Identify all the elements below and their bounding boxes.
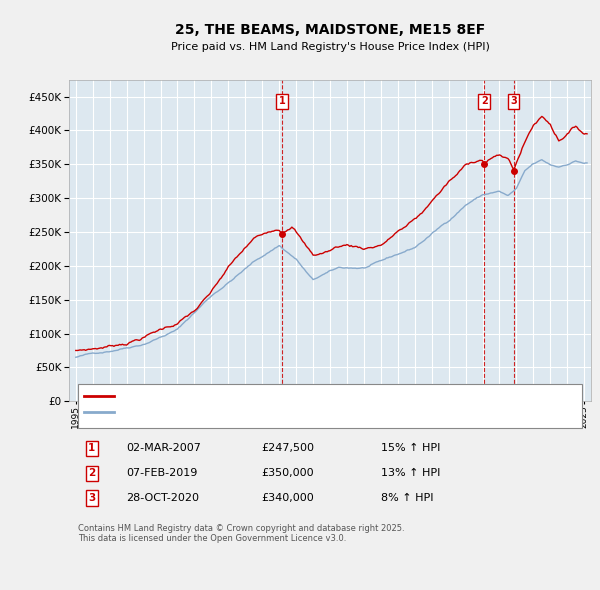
Text: 2: 2 xyxy=(481,96,488,106)
Text: Price paid vs. HM Land Registry's House Price Index (HPI): Price paid vs. HM Land Registry's House … xyxy=(170,42,490,52)
Text: 25, THE BEAMS, MAIDSTONE, ME15 8EF (semi-detached house): 25, THE BEAMS, MAIDSTONE, ME15 8EF (semi… xyxy=(120,391,450,401)
Text: 8% ↑ HPI: 8% ↑ HPI xyxy=(381,493,433,503)
Text: Contains HM Land Registry data © Crown copyright and database right 2025.
This d: Contains HM Land Registry data © Crown c… xyxy=(78,524,404,543)
Text: 15% ↑ HPI: 15% ↑ HPI xyxy=(381,444,440,453)
Text: 3: 3 xyxy=(510,96,517,106)
Text: 28-OCT-2020: 28-OCT-2020 xyxy=(126,493,199,503)
Text: 2: 2 xyxy=(88,468,95,478)
Text: HPI: Average price, semi-detached house, Maidstone: HPI: Average price, semi-detached house,… xyxy=(120,407,395,417)
Text: £247,500: £247,500 xyxy=(261,444,314,453)
Text: £350,000: £350,000 xyxy=(261,468,314,478)
Text: 1: 1 xyxy=(278,96,286,106)
Text: 3: 3 xyxy=(88,493,95,503)
Text: 1: 1 xyxy=(88,444,95,453)
Text: £340,000: £340,000 xyxy=(261,493,314,503)
Text: 25, THE BEAMS, MAIDSTONE, ME15 8EF: 25, THE BEAMS, MAIDSTONE, ME15 8EF xyxy=(175,22,485,37)
Text: 02-MAR-2007: 02-MAR-2007 xyxy=(126,444,201,453)
Text: 13% ↑ HPI: 13% ↑ HPI xyxy=(381,468,440,478)
Text: 07-FEB-2019: 07-FEB-2019 xyxy=(126,468,197,478)
